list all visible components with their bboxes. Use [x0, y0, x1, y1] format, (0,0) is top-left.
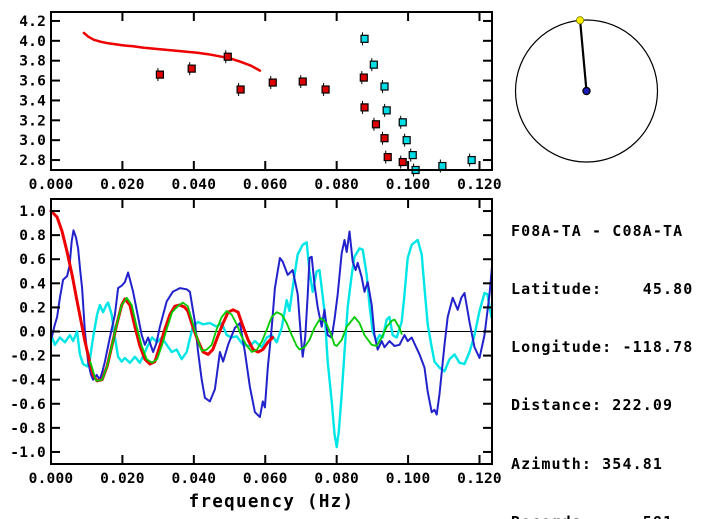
measurement-square[interactable]: [187, 64, 196, 73]
x-tick-label: 0.000: [29, 471, 74, 487]
model-spectrum-green: [89, 296, 403, 382]
distance-line: Distance: 222.09: [511, 396, 674, 415]
y-tick-label: 3.4: [19, 93, 46, 109]
measurement-square[interactable]: [438, 161, 447, 171]
measurement-square[interactable]: [383, 152, 392, 162]
cross-spectrum-axes: 0.000 0.020 0.040 0.060 0.080 0.100 0.120 1.0 0.…: [10, 199, 502, 487]
measurement-square[interactable]: [402, 136, 411, 145]
x-tick-label: 0.060: [243, 177, 288, 193]
y-tick-label: 3.6: [19, 74, 46, 90]
x-tick-label: 0.100: [386, 177, 431, 193]
y-tick-label: 4.2: [19, 14, 46, 30]
x-tick-label: 0.080: [314, 177, 359, 193]
y-tick-label: 0.2: [19, 300, 46, 316]
cross-spectrum-cyan: [50, 238, 493, 449]
azimuth-pointer: [578, 20, 588, 92]
azimuth-ring: [514, 19, 659, 163]
y-tick-label: 0.0: [19, 325, 46, 341]
y-tick-label: 1.0: [19, 204, 46, 220]
y-tick-label: 3.0: [19, 133, 46, 149]
dispersion-frame: [50, 11, 493, 171]
measurement-square[interactable]: [155, 70, 165, 79]
fitted-spectrum-red: [49, 209, 275, 383]
cross-spectrum-blue: [50, 229, 493, 418]
measurement-square[interactable]: [369, 60, 378, 69]
y-tick-label: 4.0: [19, 34, 46, 50]
frequency-axis-label: frequency (Hz): [189, 492, 355, 512]
dispersion-panel: 0.000 0.020 0.040 0.060 0.080 0.100 0.120 4.2 4.…: [19, 11, 502, 193]
records-line: Records: 581: [511, 513, 693, 519]
phase-velocity-curve: [82, 31, 262, 72]
y-tick-label: 0.4: [19, 276, 46, 292]
y-tick-label: -0.4: [10, 373, 46, 389]
y-tick-label: -1.0: [10, 445, 46, 461]
event-direction-dot: [576, 16, 585, 25]
measurement-square[interactable]: [408, 150, 417, 160]
y-tick-label: 2.8: [19, 153, 46, 169]
y-tick-label: 3.2: [19, 113, 46, 129]
x-tick-label: 0.120: [457, 177, 502, 193]
x-tick-label: 0.040: [172, 471, 217, 487]
measurement-square[interactable]: [380, 134, 389, 143]
phase-velocity-picks-red: [155, 50, 407, 169]
x-tick-label: 0.020: [100, 471, 145, 487]
y-tick-label: -0.6: [10, 397, 46, 413]
measurement-square[interactable]: [360, 103, 369, 112]
y-tick-label: 0.8: [19, 228, 46, 244]
measurement-square[interactable]: [398, 157, 407, 167]
x-tick-label: 0.120: [457, 471, 502, 487]
measurement-square[interactable]: [321, 85, 330, 94]
azimuth-line: Azimuth: 354.81: [511, 454, 663, 473]
y-tick-label: -0.2: [10, 349, 46, 365]
measurement-square[interactable]: [223, 52, 232, 61]
x-tick-label: 0.060: [243, 471, 288, 487]
x-tick-label: 0.080: [314, 471, 359, 487]
measurement-square[interactable]: [298, 77, 307, 86]
y-tick-label: 3.8: [19, 54, 46, 70]
longitude-line: Longitude: -118.78: [511, 338, 694, 357]
measurement-square[interactable]: [467, 155, 476, 165]
cross-spectrum-panel: 0.000 0.020 0.040 0.060 0.080 0.100 0.120 1.0 0.…: [10, 198, 502, 512]
y-tick-label: 0.6: [19, 252, 46, 268]
measurement-square[interactable]: [380, 82, 389, 91]
x-tick-label: 0.040: [172, 177, 217, 193]
y-tick-label: -0.8: [10, 421, 46, 437]
azimuth-dial: [514, 16, 659, 163]
x-tick-label: 0.000: [29, 177, 74, 193]
latitude-line: Latitude: 45.80: [511, 280, 694, 299]
measurement-square[interactable]: [360, 34, 369, 43]
measurement-square[interactable]: [236, 85, 245, 94]
dispersion-axes: 0.000 0.020 0.040 0.060 0.080 0.100 0.120 4.2 4.…: [19, 12, 502, 193]
x-tick-label: 0.100: [386, 471, 431, 487]
measurement-square[interactable]: [268, 78, 277, 87]
phase-velocity-picks-cyan: [360, 32, 476, 177]
center-station-dot: [582, 86, 591, 96]
measurement-square[interactable]: [382, 106, 391, 115]
measurement-square[interactable]: [371, 120, 381, 129]
measurement-square[interactable]: [359, 73, 368, 82]
station-info-panel: F08A-TA - C08A-TA Latitude: 45.80 Longit…: [511, 183, 693, 519]
x-tick-label: 0.020: [100, 177, 145, 193]
station-pair-title: F08A-TA - C08A-TA: [511, 221, 684, 240]
measurement-square[interactable]: [398, 118, 407, 127]
